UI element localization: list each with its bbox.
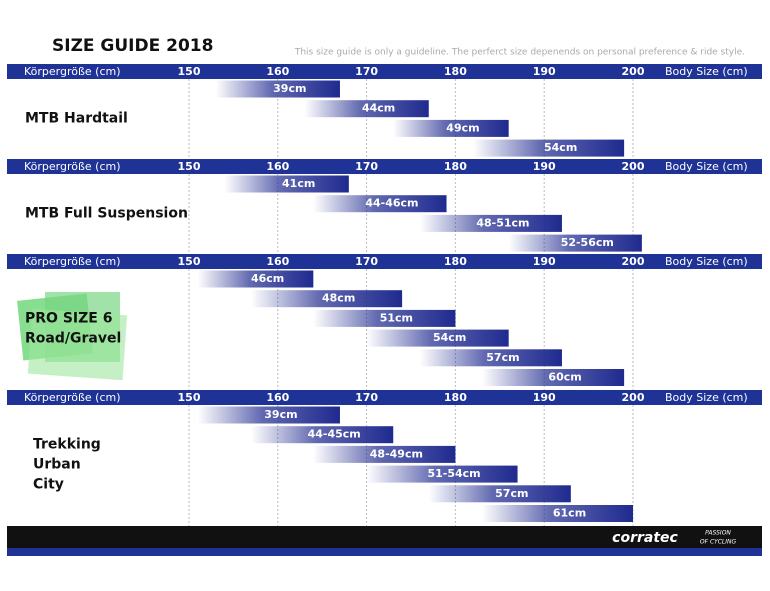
bar-label: 61cm (553, 507, 586, 520)
x-tick-label: 150 (178, 65, 201, 78)
bar-label: 39cm (264, 408, 297, 421)
axis-band (7, 254, 762, 269)
bar-label: 49cm (446, 121, 479, 134)
x-tick-label: 150 (178, 391, 201, 404)
bar-label: 48-49cm (370, 447, 423, 460)
x-tick-label: 180 (444, 65, 467, 78)
tagline: OF CYCLING (700, 539, 737, 546)
x-tick-label: 170 (355, 391, 378, 404)
size-bar (419, 349, 562, 367)
size-bar (419, 214, 562, 232)
axis-band (7, 64, 762, 79)
size-bar (482, 369, 625, 386)
x-tick-label: 190 (533, 65, 556, 78)
bar-label: 52-56cm (561, 236, 614, 249)
bar-label: 44-45cm (308, 428, 361, 441)
size-bar (428, 485, 571, 503)
bar-label: 54cm (433, 331, 466, 344)
size-bar (313, 445, 456, 463)
size-bar (473, 139, 625, 157)
size-bar (508, 234, 642, 252)
bar-label: 57cm (486, 351, 519, 364)
x-tick-label: 200 (622, 65, 645, 78)
axis-label: Körpergröße (cm) (24, 160, 121, 173)
x-tick-label: 160 (266, 65, 289, 78)
axis-label: Body Size (cm) (665, 160, 748, 173)
x-tick-label: 150 (178, 255, 201, 268)
axis-band (7, 390, 762, 405)
page-title: SIZE GUIDE 2018 (52, 36, 213, 56)
size-bar (197, 270, 314, 288)
size-bar (224, 175, 349, 193)
x-tick-label: 190 (533, 391, 556, 404)
bar-label: 48-51cm (476, 216, 529, 229)
x-tick-label: 200 (622, 255, 645, 268)
x-tick-label: 200 (622, 160, 645, 173)
x-tick-label: 190 (533, 160, 556, 173)
panel-title: PRO SIZE 6 (25, 310, 112, 326)
x-tick-label: 170 (355, 160, 378, 173)
footer-stripe (7, 548, 762, 556)
panel-title: MTB Full Suspension (25, 206, 188, 222)
axis-label: Body Size (cm) (665, 65, 748, 78)
size-bar (482, 505, 633, 522)
axis-label: Körpergröße (cm) (24, 255, 121, 268)
size-bar (313, 195, 447, 213)
pro-icon (17, 292, 128, 381)
x-tick-label: 160 (266, 160, 289, 173)
axis-label: Körpergröße (cm) (24, 391, 121, 404)
bar-label: 51-54cm (427, 467, 480, 480)
axis-band (7, 159, 762, 174)
axis-label: Körpergröße (cm) (24, 65, 121, 78)
size-bar (251, 426, 394, 444)
bar-label: 54cm (544, 141, 577, 154)
bar-label: 44cm (362, 102, 395, 115)
x-tick-label: 150 (178, 160, 201, 173)
panel-title: MTB Hardtail (25, 111, 128, 127)
bar-label: 51cm (380, 311, 413, 324)
brand: corratec (612, 530, 678, 546)
size-bar (366, 465, 518, 483)
x-tick-label: 180 (444, 255, 467, 268)
bar-label: 39cm (273, 82, 306, 95)
x-tick-label: 170 (355, 65, 378, 78)
size-bar (393, 119, 509, 137)
tagline: PASSION (705, 530, 731, 537)
panel-title: Urban (33, 456, 81, 472)
bar-label: 41cm (282, 177, 315, 190)
page-note: This size guide is only a guideline. The… (294, 48, 745, 58)
panel-title: City (33, 476, 64, 492)
x-tick-label: 160 (266, 255, 289, 268)
x-tick-label: 180 (444, 391, 467, 404)
axis-label: Body Size (cm) (665, 391, 748, 404)
size-bar (197, 406, 340, 424)
x-tick-label: 170 (355, 255, 378, 268)
size-bar (366, 329, 509, 347)
x-tick-label: 200 (622, 391, 645, 404)
size-bar (313, 309, 456, 327)
size-bar (304, 100, 429, 118)
x-tick-label: 160 (266, 391, 289, 404)
bar-label: 48cm (322, 292, 355, 305)
size-bar (251, 290, 403, 308)
bar-label: 60cm (548, 371, 581, 384)
bar-label: 57cm (495, 487, 528, 500)
x-tick-label: 180 (444, 160, 467, 173)
panel-title: Trekking (33, 436, 101, 452)
bar-label: 46cm (251, 272, 284, 285)
x-tick-label: 190 (533, 255, 556, 268)
panel-title: Road/Gravel (25, 330, 121, 346)
axis-label: Body Size (cm) (665, 255, 748, 268)
footer-bar (7, 526, 762, 548)
size-bar (215, 80, 340, 98)
bar-label: 44-46cm (365, 197, 418, 210)
